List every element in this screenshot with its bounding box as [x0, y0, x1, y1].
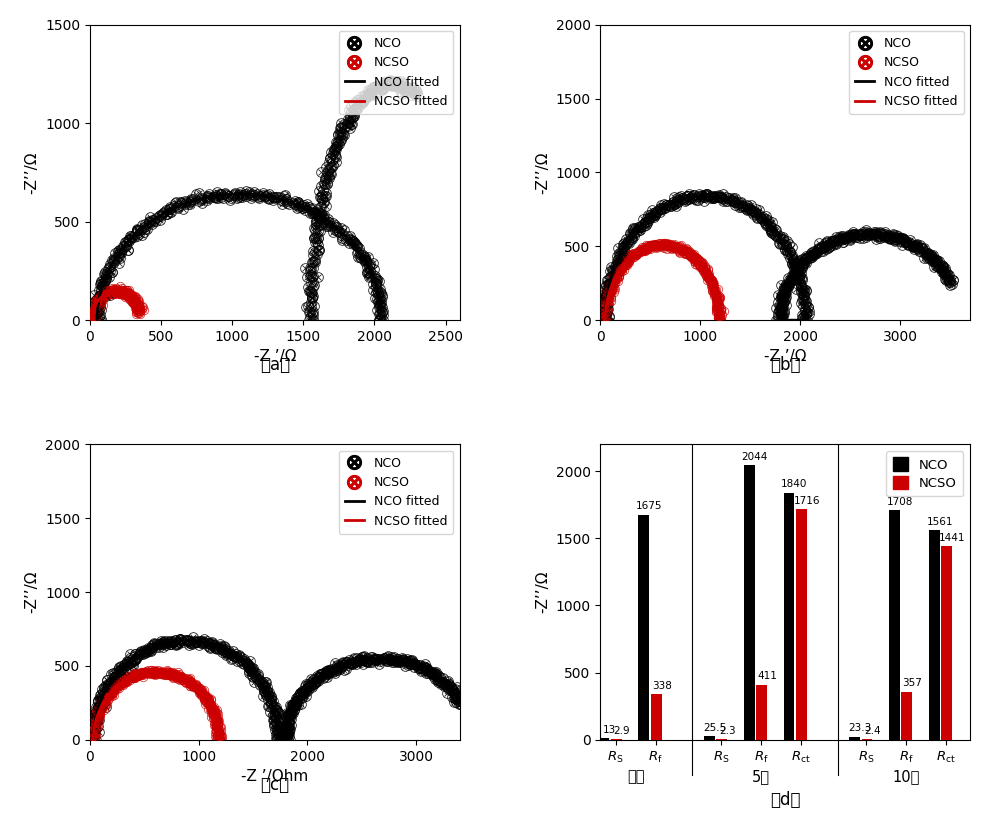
Text: 1675: 1675 — [636, 501, 662, 511]
X-axis label: -Z ’/Ω: -Z ’/Ω — [254, 349, 296, 364]
Y-axis label: -Z’’/Ω: -Z’’/Ω — [535, 570, 550, 613]
Text: 1561: 1561 — [926, 517, 953, 527]
Legend: NCO, NCSO, NCO fitted, NCSO fitted: NCO, NCSO, NCO fitted, NCSO fitted — [849, 31, 964, 114]
Text: （a）: （a） — [260, 357, 290, 374]
Text: 2.3: 2.3 — [719, 726, 736, 737]
Text: 411: 411 — [757, 672, 777, 681]
Bar — [651, 695, 662, 740]
Text: 25.5: 25.5 — [703, 723, 726, 733]
Text: （d）: （d） — [770, 791, 800, 809]
Legend: NCO, NCSO, NCO fitted, NCSO fitted: NCO, NCSO, NCO fitted, NCSO fitted — [339, 450, 453, 533]
Text: 1840: 1840 — [781, 479, 808, 489]
Text: 5圈: 5圈 — [752, 769, 770, 784]
Bar — [784, 492, 794, 740]
Bar — [941, 547, 952, 740]
Bar — [744, 465, 755, 740]
Bar — [929, 530, 940, 740]
Bar — [638, 515, 649, 740]
Text: 13: 13 — [603, 725, 616, 735]
Text: 23.3: 23.3 — [848, 723, 871, 733]
Text: 10圈: 10圈 — [892, 769, 920, 784]
Bar — [704, 737, 715, 740]
X-axis label: -Z ’/Ohm: -Z ’/Ohm — [241, 769, 308, 784]
Bar — [901, 692, 912, 740]
Text: 原始: 原始 — [627, 769, 644, 784]
Text: 1708: 1708 — [886, 497, 913, 507]
Text: 2044: 2044 — [741, 452, 768, 462]
Legend: NCO, NCSO: NCO, NCSO — [886, 451, 963, 496]
Text: （b）: （b） — [770, 357, 800, 374]
Legend: NCO, NCSO, NCO fitted, NCSO fitted: NCO, NCSO, NCO fitted, NCSO fitted — [339, 31, 453, 114]
Text: 357: 357 — [902, 678, 922, 689]
Y-axis label: -Z’’/Ω: -Z’’/Ω — [25, 151, 40, 194]
Bar — [598, 738, 609, 740]
Bar — [756, 685, 767, 740]
Bar — [889, 510, 900, 740]
X-axis label: -Z ’/Ω: -Z ’/Ω — [764, 349, 806, 364]
Y-axis label: -Z’’/Ω: -Z’’/Ω — [535, 151, 550, 194]
Text: 1441: 1441 — [939, 533, 966, 543]
Text: （c）: （c） — [260, 776, 289, 794]
Bar — [849, 737, 860, 740]
Bar — [796, 510, 807, 740]
Text: 2.4: 2.4 — [864, 726, 881, 737]
Text: 2.9: 2.9 — [614, 726, 630, 736]
Text: 338: 338 — [652, 681, 672, 691]
Y-axis label: -Z’’/Ω: -Z’’/Ω — [25, 570, 40, 613]
Text: 1716: 1716 — [794, 496, 820, 506]
